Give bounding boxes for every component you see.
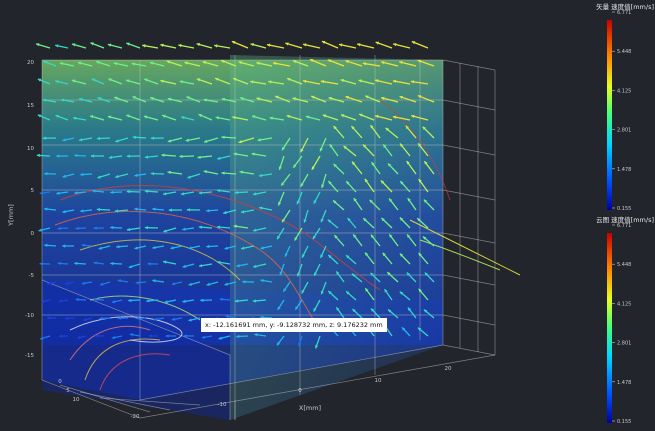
legend-tick-label: 1.478 <box>617 167 631 173</box>
legend-tick-label: 5.448 <box>617 49 631 55</box>
y-tick-label: 15 <box>27 103 34 109</box>
x-tick-label: -20 <box>131 414 140 420</box>
y-tick-label: -15 <box>25 353 34 359</box>
z-tick-label: 10 <box>73 397 80 403</box>
cloud-colorbar <box>607 233 612 423</box>
legend-tick-label: 0.155 <box>617 419 631 425</box>
x-axis-label: X[mm] <box>299 404 321 412</box>
z-tick-label: 0 <box>58 379 62 385</box>
vector-colorbar <box>607 20 612 210</box>
legend-tick-label: 6.771 <box>617 10 631 16</box>
legend-tick-label: 1.478 <box>617 380 631 386</box>
vector-arrow-head <box>40 262 43 265</box>
vector-legend-ticks: 6.771 5.448 4.125 2.801 1.478 0.155 <box>612 10 631 212</box>
legend-tick-label: 6.771 <box>617 223 631 229</box>
legend-tick-label: 4.125 <box>617 301 631 307</box>
x-tick-label: 20 <box>445 366 452 372</box>
x-tick-label: 10 <box>375 378 382 384</box>
vector-arrow-head <box>37 154 40 157</box>
legend-tick-label: 4.125 <box>617 88 631 94</box>
legend-tick-label: 2.801 <box>617 341 631 347</box>
cloud-legend-ticks: 6.771 5.448 4.125 2.801 1.478 0.155 <box>612 223 631 425</box>
x-tick-label: -10 <box>218 402 227 408</box>
y-tick-label: 10 <box>27 146 34 152</box>
legend-tick-label: 0.155 <box>617 206 631 212</box>
y-tick-label: 0 <box>31 231 35 237</box>
x-tick-label: 0 <box>298 388 302 394</box>
y-tick-label: 5 <box>31 188 35 194</box>
legend-tick-label: 5.448 <box>617 262 631 268</box>
y-tick-label: -5 <box>29 273 35 279</box>
y-tick-label: -10 <box>25 313 34 319</box>
y-axis-label: Y[mm] <box>7 204 15 227</box>
legend-tick-label: 2.801 <box>617 128 631 134</box>
z-tick-label: 5 <box>66 388 70 394</box>
y-tick-label: 20 <box>27 60 34 66</box>
coordinate-tooltip: x: -12.161691 mm, y: -9.128732 mm, z: 9.… <box>201 318 387 332</box>
y-axis-ticks: 20 15 10 5 0 -5 -10 -15 <box>25 60 34 359</box>
